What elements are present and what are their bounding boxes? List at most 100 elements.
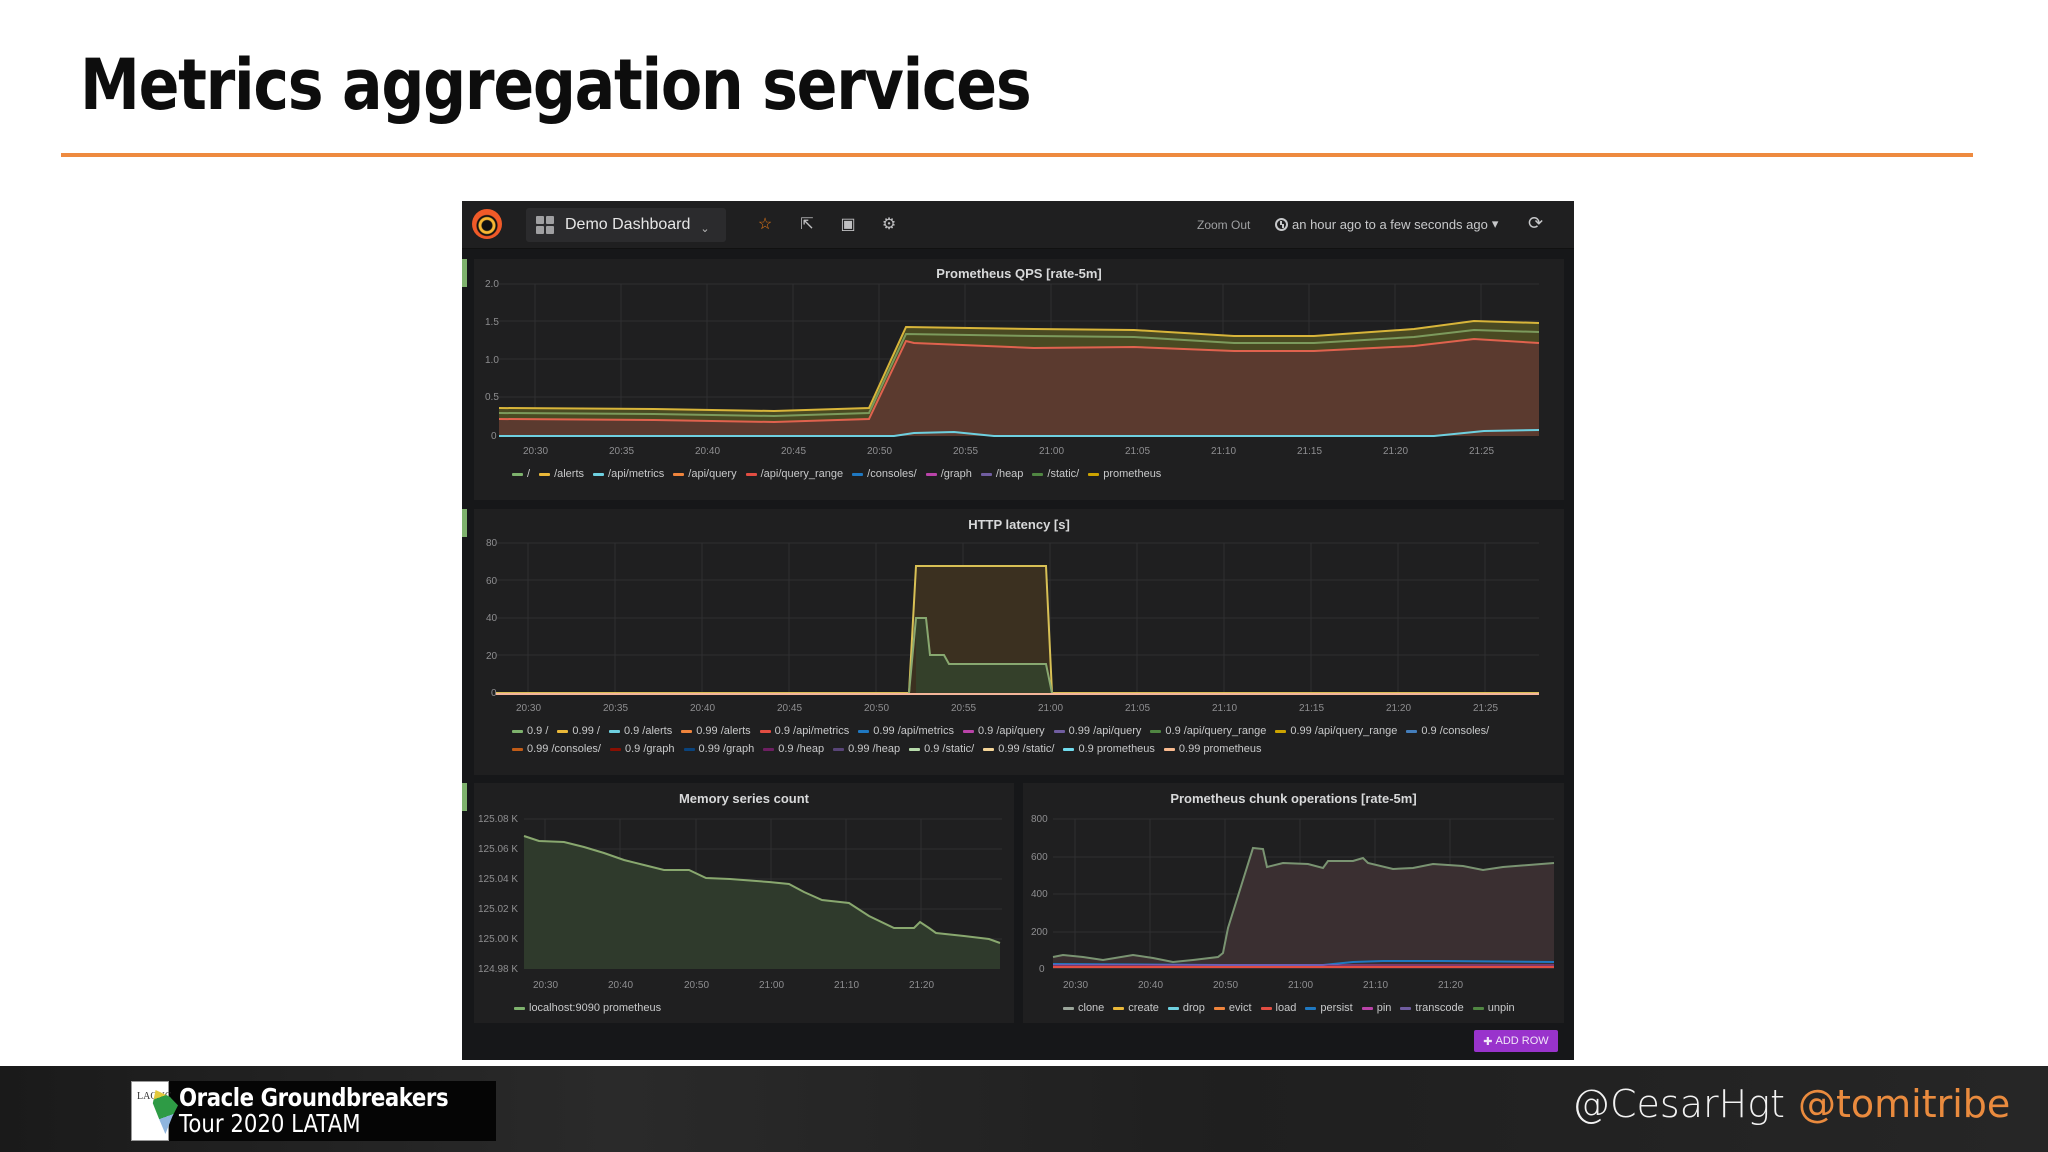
legend-item[interactable]: 0.99 /alerts — [681, 725, 751, 737]
svg-text:20:35: 20:35 — [603, 703, 628, 714]
memory-legend: localhost:9090 prometheus — [514, 1002, 661, 1014]
legend-item[interactable]: prometheus — [1088, 468, 1161, 480]
legend-item[interactable]: unpin — [1472, 1002, 1515, 1014]
legend-item[interactable]: 0.99 /heap — [833, 743, 900, 755]
svg-text:21:20: 21:20 — [1383, 446, 1408, 457]
grafana-navbar: Demo Dashboard ⌄ ☆ ⇱ ▣ ⚙ Zoom Out an hou… — [462, 201, 1574, 249]
legend-item[interactable]: / — [512, 468, 530, 480]
svg-text:20:50: 20:50 — [684, 980, 709, 991]
legend-item[interactable]: /heap — [980, 468, 1023, 480]
legend-item[interactable]: /consoles/ — [852, 468, 917, 480]
legend-item[interactable]: /alerts — [539, 468, 584, 480]
legend-item[interactable]: transcode — [1400, 1002, 1464, 1014]
svg-text:20:55: 20:55 — [951, 703, 976, 714]
legend-item[interactable]: 0.99 /graph — [683, 743, 754, 755]
svg-text:21:00: 21:00 — [1288, 980, 1313, 991]
save-icon[interactable]: ▣ — [840, 216, 856, 233]
legend-item[interactable]: 0.99 /api/metrics — [858, 725, 954, 737]
row-collapse-handle[interactable] — [462, 783, 467, 811]
legend-item[interactable]: 0.9 /static/ — [909, 743, 974, 755]
legend-item[interactable]: drop — [1167, 1002, 1205, 1014]
legend-item[interactable]: 0.9 /consoles/ — [1406, 725, 1489, 737]
svg-text:40: 40 — [486, 613, 498, 624]
slide-footer: LAOUC Oracle Groundbreakers Tour 2020 LA… — [0, 1066, 2048, 1152]
row-collapse-handle[interactable] — [462, 259, 467, 287]
svg-text:20: 20 — [486, 651, 498, 662]
legend-item[interactable]: evict — [1213, 1002, 1252, 1014]
clock-icon — [1275, 217, 1288, 231]
time-range-picker[interactable]: an hour ago to a few seconds ago ▾ — [1275, 216, 1498, 232]
legend-item[interactable]: 0.9 /alerts — [608, 725, 672, 737]
gear-icon[interactable]: ⚙ — [881, 216, 897, 233]
legend-item[interactable]: 0.99 /consoles/ — [512, 743, 601, 755]
legend-item[interactable]: 0.99 prometheus — [1163, 743, 1261, 755]
panel-title: Prometheus chunk operations [rate-5m] — [1170, 791, 1417, 806]
company-handle: @tomitribe — [1798, 1082, 2011, 1126]
panel-http-latency[interactable]: HTTP latency [s] 80 60 40 20 0 20:30 20:35 20:… — [474, 509, 1564, 775]
row-collapse-handle[interactable] — [462, 509, 467, 537]
laouc-logo: LAOUC — [131, 1081, 178, 1141]
qps-chart: 2.01.51.00.50 20:30 20:35 20:40 20:45 20:50 2… — [485, 279, 1540, 457]
svg-text:1.5: 1.5 — [485, 317, 499, 328]
svg-text:200: 200 — [1031, 927, 1048, 938]
svg-text:20:45: 20:45 — [781, 446, 806, 457]
legend-item[interactable]: 0.9 /api/query_range — [1150, 725, 1266, 737]
qps-legend: / /alerts /api/metrics /api/query /api/q… — [512, 468, 1161, 480]
zoom-out-button[interactable]: Zoom Out — [1197, 218, 1251, 232]
legend-item[interactable]: load — [1260, 1002, 1296, 1014]
legend-item[interactable]: 0.9 /api/metrics — [759, 725, 849, 737]
svg-text:20:40: 20:40 — [690, 703, 715, 714]
panel-chunk-operations[interactable]: Prometheus chunk operations [rate-5m] 80… — [1023, 783, 1564, 1023]
svg-text:2.0: 2.0 — [485, 279, 499, 290]
svg-text:20:55: 20:55 — [953, 446, 978, 457]
legend-item[interactable]: create — [1113, 1002, 1159, 1014]
star-icon[interactable]: ☆ — [757, 216, 773, 233]
svg-text:1.0: 1.0 — [485, 355, 499, 366]
legend-item[interactable]: /api/query — [673, 468, 737, 480]
legend-item[interactable]: 0.9 / — [512, 725, 548, 737]
svg-text:21:05: 21:05 — [1125, 446, 1150, 457]
legend-item[interactable]: /api/metrics — [593, 468, 664, 480]
legend-item[interactable]: 0.99 / — [557, 725, 600, 737]
dashboard-picker[interactable]: Demo Dashboard ⌄ — [526, 208, 726, 242]
svg-text:21:00: 21:00 — [1039, 446, 1064, 457]
panel-title: Memory series count — [678, 791, 810, 806]
legend-item[interactable]: 0.9 /heap — [763, 743, 824, 755]
chevron-down-icon: ⌄ — [700, 222, 710, 235]
grafana-logo-icon[interactable] — [472, 209, 502, 239]
svg-text:60: 60 — [486, 576, 498, 587]
legend-item[interactable]: pin — [1361, 1002, 1391, 1014]
legend-item[interactable]: 0.99 /api/query_range — [1275, 725, 1397, 737]
svg-text:125.08 K: 125.08 K — [478, 814, 518, 825]
legend-item[interactable]: 0.99 /static/ — [983, 743, 1054, 755]
grafana-dashboard-screenshot: Demo Dashboard ⌄ ☆ ⇱ ▣ ⚙ Zoom Out an hou… — [462, 201, 1574, 1060]
legend-item[interactable]: /graph — [925, 468, 972, 480]
legend-item[interactable]: /api/query_range — [745, 468, 843, 480]
time-range-label: an hour ago to a few seconds ago — [1292, 216, 1488, 232]
legend-item[interactable]: clone — [1063, 1002, 1104, 1014]
svg-text:21:15: 21:15 — [1297, 446, 1322, 457]
share-icon[interactable]: ⇱ — [800, 216, 814, 233]
legend-item[interactable]: 0.99 /api/query — [1053, 725, 1141, 737]
legend-item[interactable]: 0.9 prometheus — [1063, 743, 1155, 755]
svg-text:20:50: 20:50 — [1213, 980, 1238, 991]
panel-title: HTTP latency [s] — [968, 517, 1070, 532]
svg-text:20:35: 20:35 — [609, 446, 634, 457]
svg-text:0: 0 — [1039, 964, 1045, 975]
add-row-button[interactable]: ✚ ADD ROW — [1474, 1030, 1558, 1052]
svg-text:21:10: 21:10 — [834, 980, 859, 991]
svg-text:20:50: 20:50 — [867, 446, 892, 457]
legend-item[interactable]: 0.9 /graph — [610, 743, 675, 755]
svg-text:21:10: 21:10 — [1212, 703, 1237, 714]
panel-memory-series-count[interactable]: Memory series count 125.08 K 125.06 K 125.… — [474, 783, 1014, 1023]
legend-item[interactable]: persist — [1305, 1002, 1353, 1014]
legend-item[interactable]: /static/ — [1032, 468, 1079, 480]
add-row-label: ADD ROW — [1495, 1035, 1549, 1047]
latency-legend: 0.9 / 0.99 / 0.9 /alerts 0.99 /alerts 0.… — [512, 725, 1552, 755]
legend-item[interactable]: localhost:9090 prometheus — [514, 1002, 661, 1014]
refresh-icon[interactable]: ⟳ — [1528, 213, 1544, 233]
svg-text:125.00 K: 125.00 K — [478, 934, 518, 945]
panel-prometheus-qps[interactable]: Prometheus QPS [rate-5m] 2.0 1.5 1.0 0.5 0 2… — [474, 259, 1564, 500]
panel-title: Prometheus QPS [rate-5m] — [936, 266, 1102, 281]
legend-item[interactable]: 0.9 /api/query — [962, 725, 1045, 737]
